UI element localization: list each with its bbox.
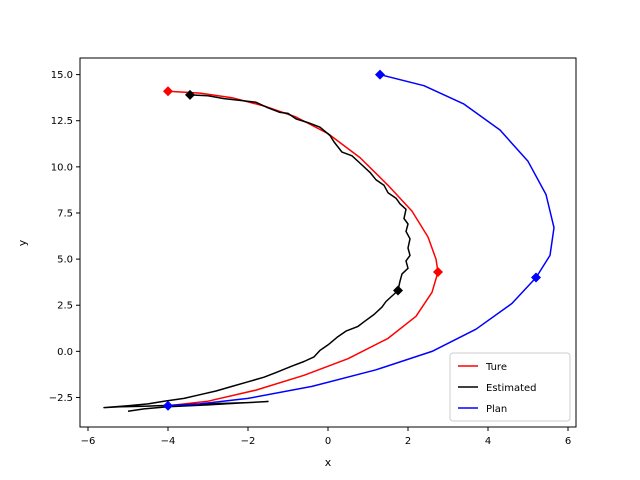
y-tick-label: 15.0 (51, 70, 73, 81)
series-marker-estimated (185, 89, 195, 100)
series-layer (103, 69, 555, 413)
legend-label-plan: Plan (486, 404, 507, 415)
legend-box (449, 352, 571, 422)
series-marker-estimated (393, 285, 403, 296)
y-tick-label: 7.5 (57, 208, 73, 219)
y-tick-label: 2.5 (57, 301, 73, 312)
axes-layer: −6 −4 −2 0 2 4 6 −2.5 0.0 2.5 5.0 7.5 10.0 12.5 15.0 (49, 70, 571, 447)
x-tick-label: 4 (485, 436, 491, 447)
legend-label-estimated: Estimated (486, 383, 537, 394)
series-marker-ture (433, 267, 443, 278)
y-axis-label: y (16, 239, 29, 246)
legend: Ture Estimated Plan (449, 352, 571, 422)
y-tick-label: 12.5 (51, 116, 73, 127)
x-tick-label: 6 (565, 436, 571, 447)
y-tick-label: 5.0 (57, 255, 73, 266)
y-tick-label: −2.5 (49, 393, 73, 404)
x-tick-label: −2 (241, 436, 256, 447)
series-line-estimated (103, 94, 411, 413)
y-tick-label: 10.0 (51, 162, 73, 173)
x-tick-label: 0 (325, 436, 331, 447)
legend-label-ture: Ture (485, 362, 507, 373)
x-tick-label: −4 (161, 436, 176, 447)
x-tick-label: 2 (405, 436, 411, 447)
series-marker-plan (163, 400, 173, 411)
series-marker-plan (375, 69, 385, 80)
x-axis-label: x (325, 456, 332, 469)
series-marker-ture (163, 86, 173, 97)
y-tick-label: 0.0 (57, 347, 73, 358)
x-tick-label: −6 (81, 436, 96, 447)
series-marker-plan (531, 272, 541, 283)
